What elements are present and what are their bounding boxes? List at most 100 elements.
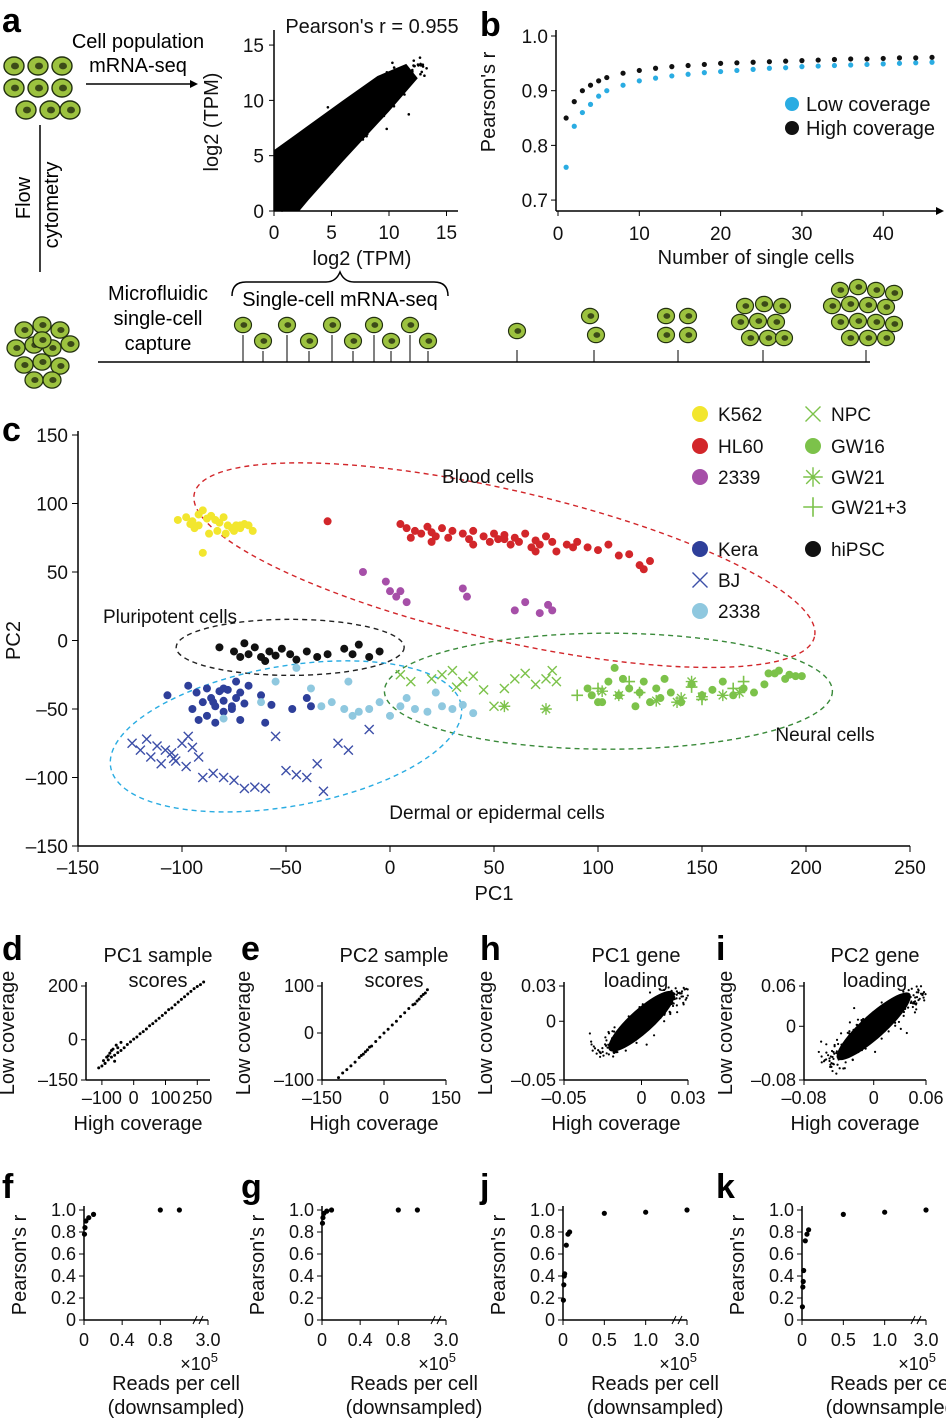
- point-kera: [232, 677, 241, 686]
- legend-marker-low: [785, 97, 799, 111]
- population-cell: [15, 100, 37, 120]
- low-coverage-point: [587, 101, 594, 107]
- scatter-point: [829, 1055, 832, 1058]
- scatter-point: [833, 1045, 836, 1048]
- scatter-point: [857, 1036, 860, 1040]
- x-tick-label: 0.06: [908, 1088, 943, 1108]
- point-k562: [230, 526, 238, 535]
- point-kera: [288, 705, 297, 713]
- scatter-point: [376, 95, 380, 98]
- x-tick-label: 250: [182, 1088, 212, 1108]
- point-hipsc: [340, 644, 349, 653]
- scatter-point: [825, 1043, 828, 1046]
- scatter-point: [413, 64, 416, 68]
- group-cell: [580, 307, 600, 325]
- scatter-point: [601, 1047, 604, 1050]
- scatter-point: [644, 1005, 647, 1008]
- single-cell-label: Single-cell mRNA-seq: [242, 289, 438, 311]
- scatter-point: [884, 1023, 887, 1027]
- point-2339: [381, 577, 390, 586]
- scatter-point: [647, 1009, 650, 1012]
- legend-marker: [805, 541, 821, 557]
- scatter-point: [329, 148, 332, 152]
- y-tick-label: 0.6: [769, 1244, 794, 1264]
- scatter-point: [837, 1053, 840, 1057]
- scatter-point: [894, 1000, 898, 1003]
- scatter-point: [646, 1012, 649, 1015]
- scatter-point: [649, 1022, 652, 1025]
- data-point: [923, 1207, 929, 1213]
- scatter-cloud: [836, 992, 911, 1061]
- point-kera: [209, 698, 218, 707]
- scatter-point: [634, 1012, 637, 1015]
- y-tick-label: –50: [36, 700, 68, 721]
- scatter-point: [382, 94, 386, 97]
- scatter-point: [376, 86, 380, 90]
- scatter-point: [173, 1003, 177, 1007]
- scatter-point: [915, 1008, 918, 1011]
- scatter-point: [356, 127, 360, 130]
- annotation-pluripotent-cells: Pluripotent cells: [103, 607, 237, 628]
- point-2338: [431, 688, 440, 697]
- scatter-point: [362, 116, 366, 120]
- single-cell: [299, 332, 319, 350]
- scatter-point: [619, 1031, 622, 1034]
- scatter-point: [917, 991, 920, 994]
- scatter-point: [863, 1043, 866, 1047]
- y-tick-label: 100: [284, 976, 314, 996]
- scatter-point: [898, 1007, 901, 1010]
- scatter-point: [297, 192, 301, 195]
- point-2338: [257, 698, 266, 707]
- scatter-point: [610, 1041, 613, 1044]
- scatter-point: [673, 996, 676, 999]
- scatter-point: [893, 1019, 896, 1022]
- population-label-2: mRNA-seq: [89, 55, 187, 77]
- scatter-point: [343, 133, 347, 136]
- scatter-point: [374, 1039, 378, 1043]
- scatter-point: [686, 994, 689, 997]
- scatter-point: [380, 103, 383, 107]
- y-tick-label: 100: [36, 495, 68, 516]
- y-tick-label: 5: [253, 147, 264, 168]
- y-tick-label: 1.0: [522, 27, 548, 48]
- scatter-point: [838, 1067, 841, 1070]
- scatter-point: [163, 1011, 167, 1015]
- scatter-point: [340, 121, 344, 125]
- high-coverage-point: [563, 115, 569, 121]
- scatter-point: [417, 997, 421, 1001]
- scatter-point: [871, 1036, 874, 1039]
- chart-c: –150 –100 –50 0 50 100 150 200 250 150 100 50 0 –50 –1…: [3, 405, 926, 905]
- x-axis-label-line2: (downsampled): [587, 1397, 724, 1419]
- scatter-point: [879, 1023, 882, 1026]
- scatter-point: [902, 990, 905, 993]
- scatter-point: [354, 110, 358, 114]
- x-tick-label: 1.0: [872, 1330, 897, 1350]
- scatter-point: [423, 74, 426, 78]
- x-tick-label: 0.5: [831, 1330, 856, 1350]
- population-cell: [27, 78, 49, 98]
- low-coverage-point: [579, 109, 585, 116]
- point-kera: [211, 718, 220, 727]
- scatter-point: [658, 1006, 661, 1009]
- scatter-point: [606, 1046, 609, 1049]
- panel-letter-a: a: [2, 2, 22, 40]
- scatter-point: [301, 199, 305, 202]
- scatter-point: [365, 1048, 369, 1052]
- scatter-point: [151, 1022, 155, 1026]
- scatter-point: [908, 993, 911, 997]
- ellipse-blood-cells: [193, 462, 816, 669]
- scatter-point: [408, 77, 412, 81]
- point-hipsc: [230, 647, 238, 656]
- scatter-point: [373, 109, 377, 113]
- point-gw213: [571, 689, 584, 702]
- scatter-point: [871, 1024, 874, 1027]
- point-npc: [426, 673, 437, 684]
- y-tick-label: 1.0: [530, 1200, 555, 1220]
- point-kera: [219, 707, 228, 716]
- point-k562: [205, 529, 214, 538]
- y-tick-label: 0.4: [51, 1266, 76, 1286]
- scatter-point: [670, 992, 674, 995]
- scatter-point: [320, 140, 324, 143]
- scatter-point: [170, 1006, 174, 1010]
